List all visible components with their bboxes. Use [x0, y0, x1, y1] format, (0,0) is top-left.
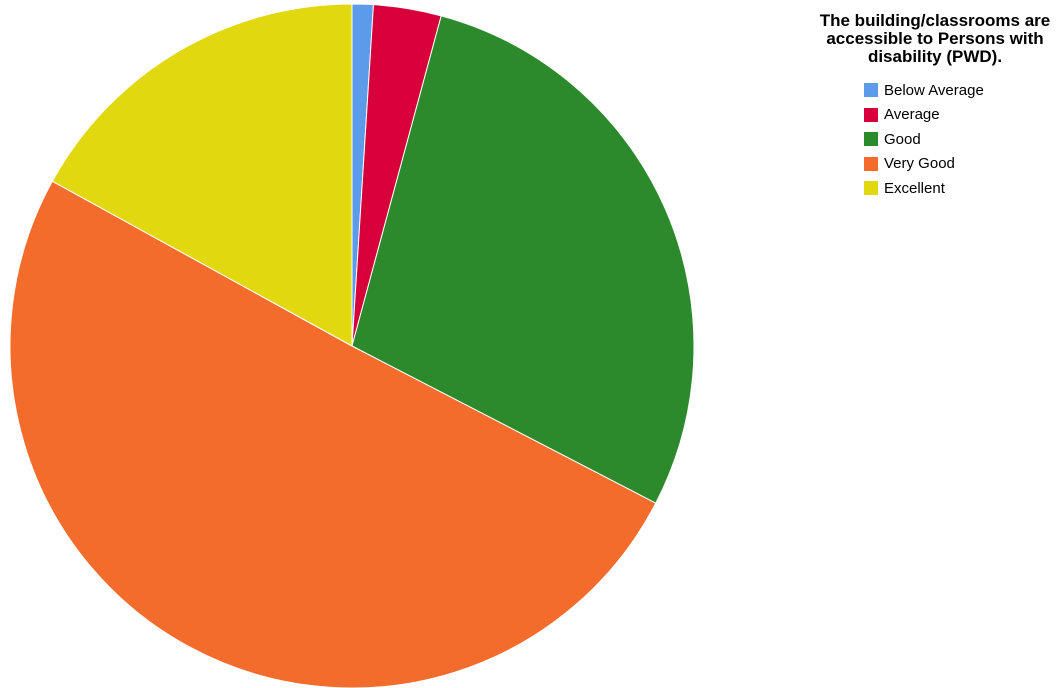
legend-item-average: Average	[864, 103, 1058, 128]
legend-swatch	[864, 181, 878, 196]
legend-label: Excellent	[884, 179, 945, 197]
chart-title: The building/classrooms are accessible t…	[819, 11, 1051, 66]
legend-item-very-good: Very Good	[864, 152, 1058, 177]
legend-swatch	[864, 107, 878, 122]
legend-item-good: Good	[864, 127, 1058, 152]
legend-swatch	[864, 132, 878, 147]
pie-slice-good	[351, 15, 695, 504]
legend-item-below-average: Below Average	[864, 78, 1058, 103]
pie-slices	[9, 3, 695, 688]
pie-chart	[9, 3, 695, 688]
legend-swatch	[864, 156, 878, 171]
pie-slice-very-good	[9, 180, 657, 688]
legend-label: Average	[884, 106, 940, 124]
legend-label: Good	[884, 130, 921, 148]
legend-label: Very Good	[884, 155, 955, 173]
legend-list: Below Average Average Good Very Good Excelle…	[864, 78, 1058, 201]
legend: The building/classrooms are accessible t…	[812, 12, 1058, 201]
legend-item-excellent: Excellent	[864, 176, 1058, 201]
legend-swatch	[864, 83, 878, 98]
legend-label: Below Average	[884, 81, 984, 99]
pie-slice-excellent	[51, 3, 353, 347]
